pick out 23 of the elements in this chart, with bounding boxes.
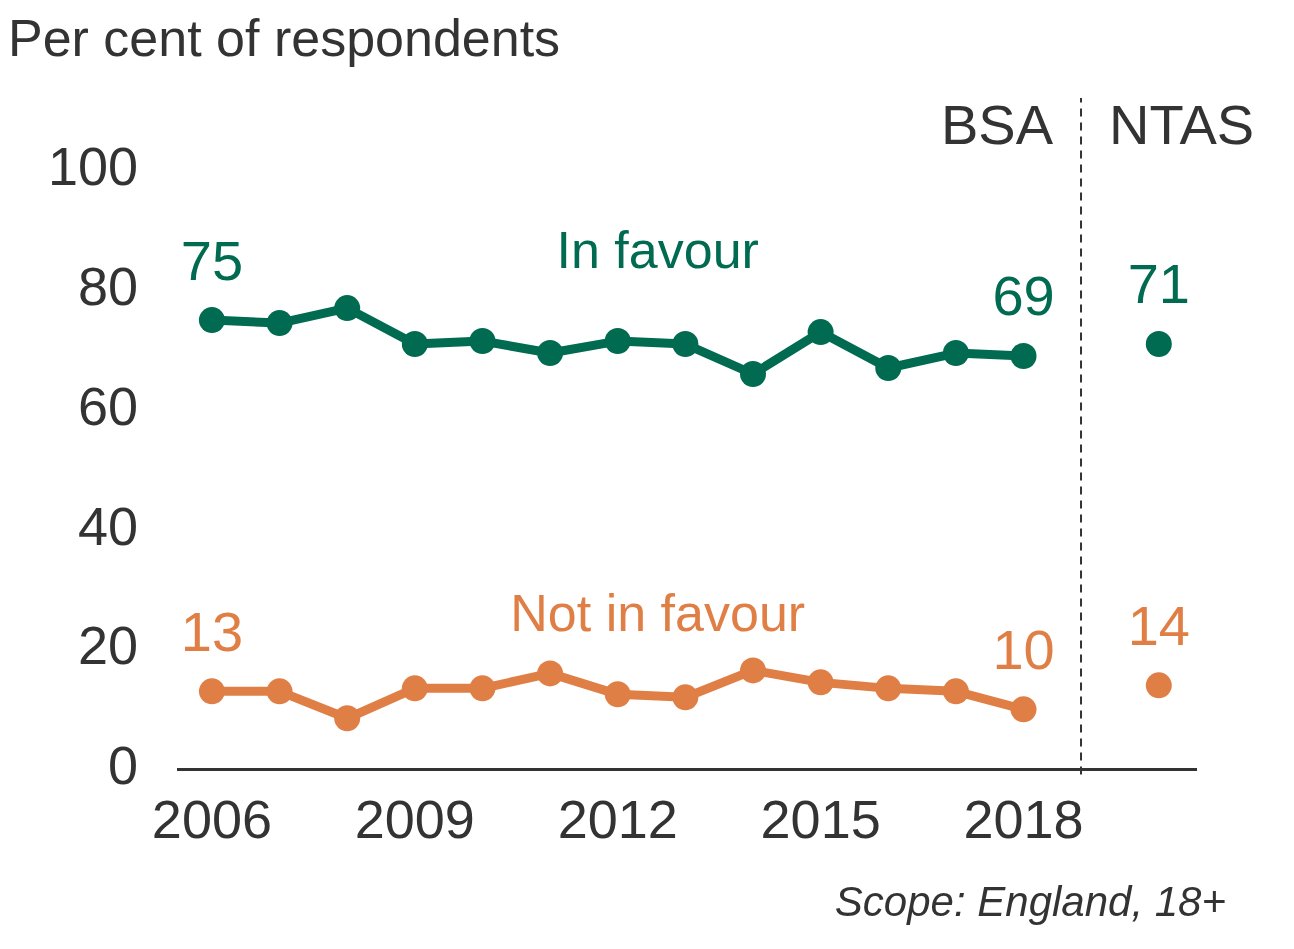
x-tick-label: 2012	[557, 789, 678, 850]
y-tick-label: 20	[78, 615, 139, 676]
x-tick-label: 2009	[354, 789, 475, 850]
data-label: 13	[180, 599, 244, 663]
data-label: 69	[992, 264, 1055, 328]
y-axis-title: Per cent of respondents	[8, 8, 562, 68]
y-tick-label: 80	[78, 256, 139, 317]
data-label: 10	[992, 617, 1055, 681]
data-label: 71	[1127, 252, 1190, 316]
y-tick-label: 100	[47, 136, 139, 197]
series-label: In favour	[556, 221, 759, 280]
x-tick-label: 2006	[151, 789, 272, 850]
x-tick-label: 2018	[963, 789, 1084, 850]
x-tick-label: 2015	[760, 789, 881, 850]
y-tick-label: 60	[78, 375, 139, 436]
text: BSA	[940, 92, 1054, 156]
data-label: 75	[180, 228, 244, 292]
y-tick-label: 0	[108, 735, 139, 796]
y-tick-label: 40	[78, 495, 139, 556]
series-label: Not in favour	[510, 583, 806, 642]
text: NTAS	[1109, 92, 1255, 156]
text: Scope: England, 18+	[833, 878, 1227, 926]
data-label: 14	[1127, 593, 1190, 657]
